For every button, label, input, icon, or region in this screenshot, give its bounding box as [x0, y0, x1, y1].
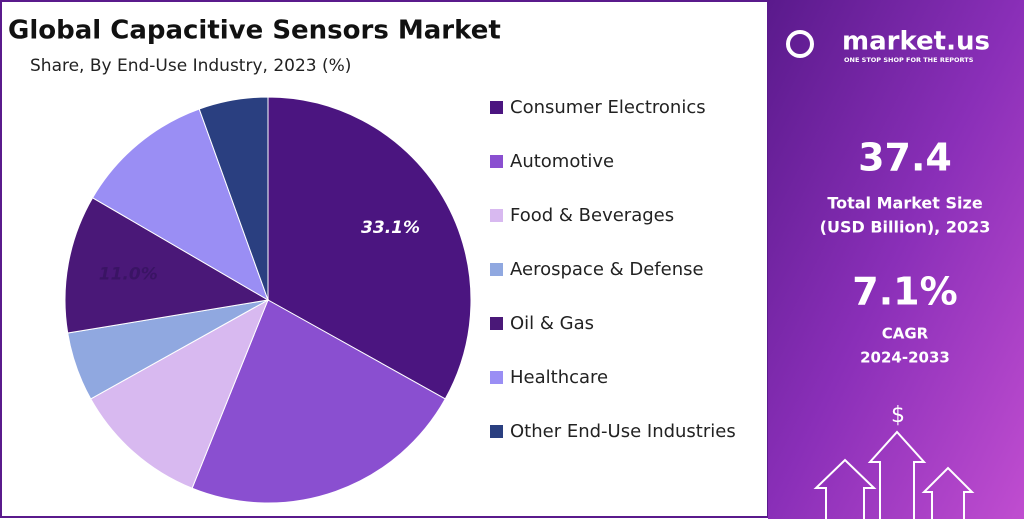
legend-swatch [490, 101, 503, 114]
arrow [867, 430, 927, 519]
legend-label: Aerospace & Defense [510, 259, 704, 280]
pie-slice [91, 108, 269, 302]
legend-label: Healthcare [510, 367, 608, 388]
legend-label: Automotive [510, 151, 614, 172]
logo: market.us ONE STOP SHOP FOR THE REPORTS [786, 27, 990, 64]
arrows [813, 430, 975, 519]
side-panel [768, 0, 1024, 519]
pie-slice [191, 299, 446, 504]
pie-slice [64, 197, 270, 334]
chart-subtitle: Share, By End-Use Industry, 2023 (%) [30, 56, 351, 76]
legend-label: Food & Beverages [510, 205, 674, 226]
market-size-label: (USD Billion), 2023 [820, 218, 991, 237]
legend-label: Other End-Use Industries [510, 421, 736, 442]
legend-swatch [490, 317, 503, 330]
legend-label: Consumer Electronics [510, 97, 706, 118]
pie-slice [198, 96, 269, 301]
cagr-label: 2024-2033 [860, 349, 950, 367]
legend-swatch [490, 371, 503, 384]
legend-swatch [490, 425, 503, 438]
legend-swatch [490, 209, 503, 222]
cagr-label: CAGR [882, 325, 929, 343]
pie: 33.1% 11.0% [64, 96, 472, 504]
market-size-label: Total Market Size [827, 194, 982, 213]
chart-title: Global Capacitive Sensors Market [8, 16, 501, 46]
logo-icon [786, 30, 814, 58]
legend-swatch [490, 155, 503, 168]
pie-slice [267, 96, 472, 400]
arrow [921, 466, 975, 519]
legend: Consumer Electronics Automotive Food & Bev… [490, 97, 736, 442]
legend-label: Oil & Gas [510, 313, 594, 334]
market-size: 37.4 [858, 136, 952, 180]
pie-slice [90, 298, 269, 489]
tagline: ONE STOP SHOP FOR THE REPORTS [844, 56, 974, 64]
dollar-icon: $ [891, 403, 905, 428]
value-label: 33.1% [361, 218, 420, 238]
brand: market.us [842, 27, 990, 57]
legend-swatch [490, 263, 503, 276]
arrow [813, 458, 877, 519]
cagr: 7.1% [852, 270, 957, 314]
value-label: 11.0% [99, 264, 158, 284]
